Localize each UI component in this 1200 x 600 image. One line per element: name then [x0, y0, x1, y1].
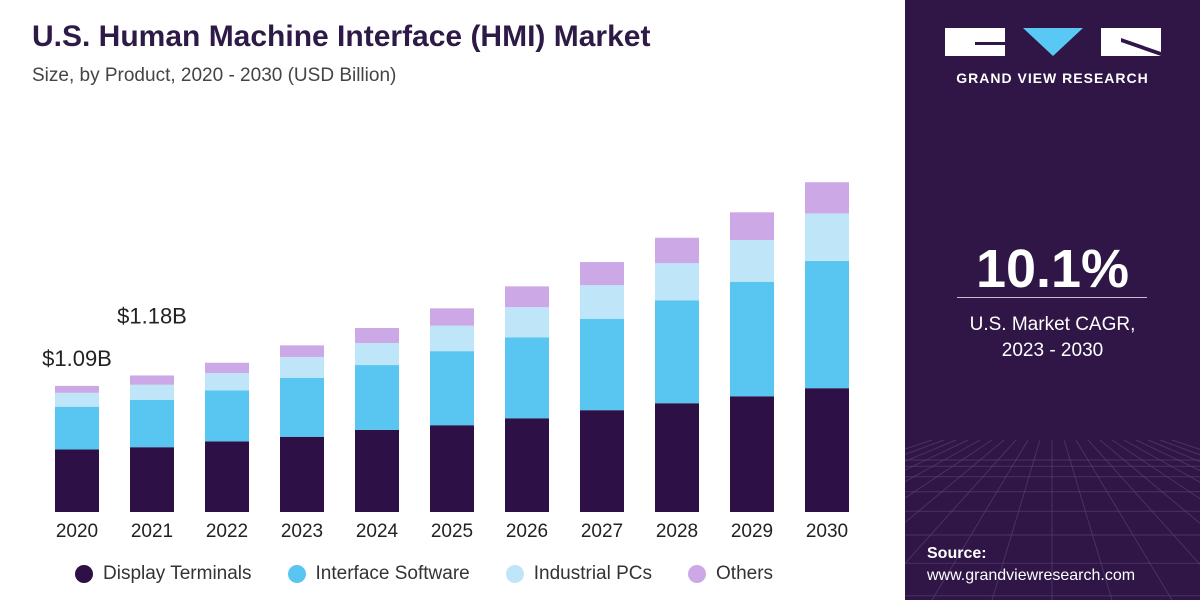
bar-2025-industrial-pcs [430, 325, 474, 352]
bar-2028-display-terminals [655, 403, 699, 512]
data-label: $1.18B [117, 303, 187, 328]
x-tick-label: 2023 [281, 521, 323, 542]
bar-2024-display-terminals [355, 429, 399, 512]
bar-2026-interface-software [505, 337, 549, 419]
bar-2029-interface-software [730, 281, 774, 397]
legend-label: Industrial PCs [533, 563, 653, 584]
chart-panel: U.S. Human Machine Interface (HMI) Marke… [32, 20, 849, 585]
bar-2023-display-terminals [280, 436, 324, 512]
gvr-logo-icon [945, 28, 1161, 56]
bar-2020-interface-software [55, 406, 99, 450]
bar-2029-industrial-pcs [730, 240, 774, 282]
bar-2023-industrial-pcs [280, 356, 324, 378]
bar-2022-industrial-pcs [205, 373, 249, 391]
bar-2027-interface-software [580, 318, 624, 411]
legend-swatch [688, 565, 707, 583]
legend-item: Industrial PCs [505, 563, 653, 585]
x-tick-label: 2025 [431, 521, 473, 542]
bar-2027-others [580, 262, 624, 286]
bar-2027-industrial-pcs [580, 285, 624, 319]
divider [957, 297, 1147, 298]
legend-item: Others [688, 563, 773, 585]
x-tick-label: 2030 [806, 521, 848, 542]
bar-2028-industrial-pcs [655, 263, 699, 301]
bar-2024-interface-software [355, 365, 399, 430]
bar-2020-display-terminals [55, 449, 99, 512]
bar-2021-others [130, 375, 174, 385]
bar-2026-display-terminals [505, 418, 549, 512]
x-tick-label: 2021 [131, 521, 173, 542]
bar-2029-display-terminals [730, 396, 774, 512]
bar-2022-others [205, 362, 249, 374]
bar-2028-others [655, 237, 699, 264]
legend-label: Others [716, 563, 774, 584]
bar-2023-others [280, 345, 324, 357]
legend-label: Interface Software [315, 563, 470, 584]
x-tick-label: 2028 [656, 521, 698, 542]
bar-2023-interface-software [280, 377, 324, 437]
bar-2025-interface-software [430, 351, 474, 426]
cagr-value: 10.1% [975, 239, 1130, 299]
info-panel: GRAND VIEW RESEARCH 10.1% U.S. Market CA… [905, 0, 1200, 600]
cagr-label-line1: U.S. Market CAGR, [969, 314, 1136, 335]
bar-2022-display-terminals [205, 441, 249, 512]
chart-title: U.S. Human Machine Interface (HMI) Marke… [32, 20, 651, 53]
bar-2022-interface-software [205, 390, 249, 442]
bar-2024-industrial-pcs [355, 343, 399, 366]
chart-subtitle: Size, by Product, 2020 - 2030 (USD Billi… [32, 65, 397, 86]
bar-2026-industrial-pcs [505, 307, 549, 338]
grid-decoration [905, 439, 1200, 600]
legend-item: Interface Software [287, 563, 470, 585]
brand-name: GRAND VIEW RESEARCH [956, 70, 1149, 86]
chart-legend: Display Terminals Interface Software Indus… [75, 563, 809, 585]
x-tick-label: 2022 [206, 521, 248, 542]
legend-item: Display Terminals [75, 563, 252, 585]
source-link[interactable]: www.grandviewresearch.com [927, 567, 1136, 584]
bar-2020-industrial-pcs [55, 392, 99, 407]
bar-2030-interface-software [805, 260, 849, 389]
legend-swatch [287, 565, 306, 583]
bar-2021-interface-software [130, 399, 174, 448]
cagr-label-line2: 2023 - 2030 [1001, 340, 1104, 361]
bar-2030-others [805, 182, 849, 214]
bar-2021-industrial-pcs [130, 384, 174, 400]
x-tick-label: 2027 [581, 521, 623, 542]
x-tick-label: 2026 [506, 521, 548, 542]
source-label: Source: [927, 545, 987, 562]
bar-2028-interface-software [655, 300, 699, 404]
x-tick-label: 2029 [731, 521, 773, 542]
legend-swatch [75, 565, 93, 583]
bar-2021-display-terminals [130, 447, 174, 512]
bar-2026-others [505, 286, 549, 308]
cagr-label: U.S. Market CAGR, 2023 - 2030 [905, 312, 1200, 364]
stacked-bar-chart: 2020 2021 2022 2023 2024 2025 2026 2027 2028 2029… [42, 182, 849, 542]
x-tick-label: 2020 [56, 521, 98, 542]
bar-2025-others [430, 308, 474, 326]
bar-2025-display-terminals [430, 425, 474, 512]
legend-swatch [505, 565, 524, 583]
x-tick-label: 2024 [356, 521, 399, 542]
legend-label: Display Terminals [103, 563, 252, 584]
data-label: $1.09B [42, 346, 112, 371]
bar-2027-display-terminals [580, 410, 624, 512]
bar-2030-industrial-pcs [805, 213, 849, 261]
bar-2020-others [55, 385, 99, 393]
bar-2030-display-terminals [805, 388, 849, 512]
bar-2029-others [730, 212, 774, 241]
bar-2024-others [355, 328, 399, 344]
